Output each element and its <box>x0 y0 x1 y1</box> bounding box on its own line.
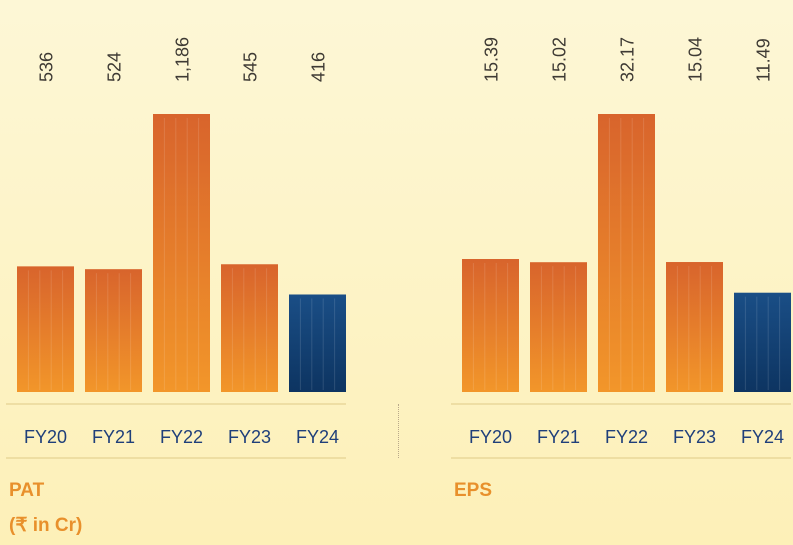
pat-bar-fy24 <box>289 294 346 392</box>
pat-bar-texture <box>27 270 64 390</box>
eps-bar-texture <box>676 266 713 390</box>
eps-chart-svg: 15.39 FY20 15.02 FY21 32.17 FY22 15.04 FY23 11.4… <box>451 37 791 459</box>
pat-category-label: FY23 <box>228 427 271 447</box>
eps-value-label: 15.02 <box>550 37 570 82</box>
eps-category-label: FY24 <box>741 427 784 447</box>
pat-value-label: 545 <box>241 52 261 82</box>
eps-bar-texture <box>744 296 781 390</box>
pat-chart-title: PAT <box>9 480 45 501</box>
eps-bar-fy22 <box>598 114 655 392</box>
pat-category-label: FY20 <box>24 427 67 447</box>
eps-value-label: 15.04 <box>686 37 706 82</box>
pat-bar-texture <box>299 298 336 390</box>
pat-chart: 536 FY20 524 FY21 1,186 FY22 545 FY23 416 FY24 PA… <box>6 37 346 536</box>
pat-bar-fy23 <box>221 264 278 392</box>
eps-chart: 15.39 FY20 15.02 FY21 32.17 FY22 15.04 FY23 11.4… <box>445 0 793 545</box>
eps-bar-fy20 <box>462 259 519 392</box>
pat-value-label: 524 <box>105 52 125 82</box>
eps-value-label: 11.49 <box>754 38 774 82</box>
eps-bar-texture <box>472 263 509 390</box>
pat-bar-texture <box>163 118 200 390</box>
pat-value-label: 536 <box>37 52 57 82</box>
pat-bar-fy21 <box>85 269 142 392</box>
pat-category-label: FY22 <box>160 427 203 447</box>
pat-value-label: 1,186 <box>173 37 193 82</box>
eps-bar-fy24 <box>734 292 791 392</box>
pat-bar-texture <box>95 273 132 390</box>
eps-value-label: 15.39 <box>482 37 502 82</box>
pat-chart-subtitle: (₹ in Cr) <box>9 515 83 536</box>
eps-bar-texture <box>608 118 645 390</box>
eps-category-label: FY21 <box>537 427 580 447</box>
eps-chart-title: EPS <box>454 480 493 501</box>
eps-bar-texture <box>540 266 577 390</box>
eps-category-label: FY23 <box>673 427 716 447</box>
eps-bar-fy21 <box>530 262 587 392</box>
eps-category-label: FY20 <box>469 427 512 447</box>
pat-category-label: FY21 <box>92 427 135 447</box>
pat-bar-fy20 <box>17 266 74 392</box>
pat-value-label: 416 <box>309 52 329 82</box>
pat-chart-svg: 536 FY20 524 FY21 1,186 FY22 545 FY23 416 FY24 <box>6 37 346 459</box>
chart-divider <box>398 404 399 458</box>
eps-value-label: 32.17 <box>618 37 638 82</box>
pat-bar-fy22 <box>153 114 210 392</box>
pat-category-label: FY24 <box>296 427 339 447</box>
eps-bar-fy23 <box>666 262 723 392</box>
eps-category-label: FY22 <box>605 427 648 447</box>
pat-bar-texture <box>231 268 268 390</box>
